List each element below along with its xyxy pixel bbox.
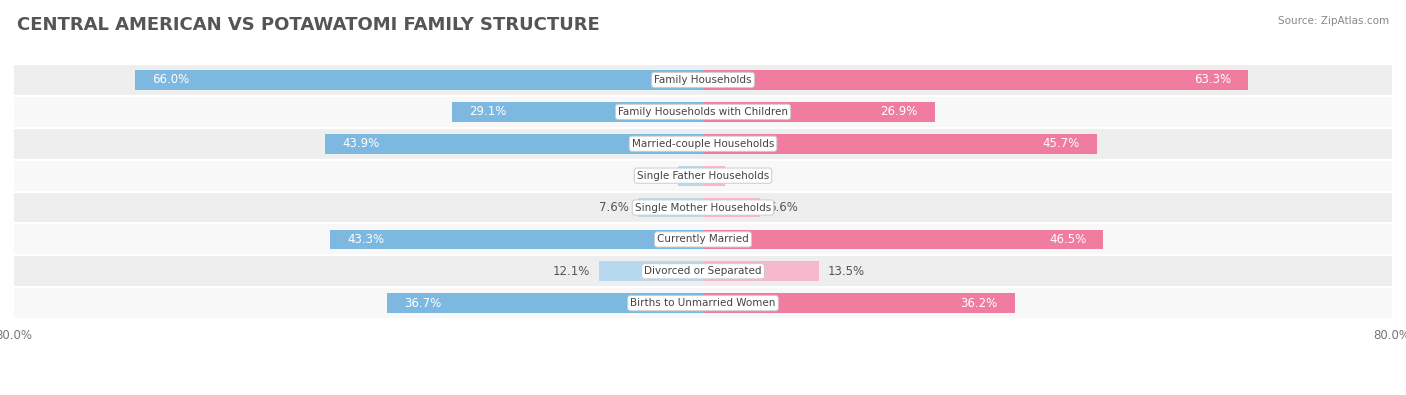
Bar — [637, 198, 703, 217]
Text: 13.5%: 13.5% — [828, 265, 865, 278]
Text: Births to Unmarried Women: Births to Unmarried Women — [630, 298, 776, 308]
Bar — [387, 293, 703, 313]
Bar — [135, 70, 703, 90]
Text: CENTRAL AMERICAN VS POTAWATOMI FAMILY STRUCTURE: CENTRAL AMERICAN VS POTAWATOMI FAMILY ST… — [17, 16, 599, 34]
Bar — [703, 198, 759, 217]
Bar — [14, 224, 1392, 255]
Bar — [14, 128, 1392, 160]
Text: 26.9%: 26.9% — [880, 105, 918, 118]
Text: 46.5%: 46.5% — [1049, 233, 1087, 246]
Bar — [14, 64, 1392, 96]
Text: 36.2%: 36.2% — [960, 297, 997, 310]
Text: 2.5%: 2.5% — [733, 169, 763, 182]
Bar — [14, 160, 1392, 192]
Text: Single Father Households: Single Father Households — [637, 171, 769, 181]
Bar — [703, 70, 1249, 90]
Text: 43.3%: 43.3% — [347, 233, 384, 246]
Text: 66.0%: 66.0% — [152, 73, 188, 87]
Bar — [678, 166, 703, 186]
Bar — [703, 229, 1104, 249]
Bar — [14, 255, 1392, 287]
Text: Family Households with Children: Family Households with Children — [619, 107, 787, 117]
Text: 36.7%: 36.7% — [404, 297, 441, 310]
Bar — [14, 287, 1392, 319]
Text: 7.6%: 7.6% — [599, 201, 628, 214]
Text: 43.9%: 43.9% — [342, 137, 380, 150]
Text: Source: ZipAtlas.com: Source: ZipAtlas.com — [1278, 16, 1389, 26]
Bar — [14, 192, 1392, 224]
Text: Single Mother Households: Single Mother Households — [636, 203, 770, 213]
Bar — [703, 134, 1097, 154]
Bar — [703, 166, 724, 186]
Bar — [325, 134, 703, 154]
Bar — [330, 229, 703, 249]
Text: 45.7%: 45.7% — [1042, 137, 1080, 150]
Bar — [14, 96, 1392, 128]
Bar — [703, 261, 820, 281]
Text: 6.6%: 6.6% — [769, 201, 799, 214]
Bar — [453, 102, 703, 122]
Text: 29.1%: 29.1% — [470, 105, 508, 118]
Text: 2.9%: 2.9% — [640, 169, 669, 182]
Bar — [703, 102, 935, 122]
Text: Currently Married: Currently Married — [657, 234, 749, 245]
Bar — [599, 261, 703, 281]
Text: Divorced or Separated: Divorced or Separated — [644, 266, 762, 276]
Text: Married-couple Households: Married-couple Households — [631, 139, 775, 149]
Text: 12.1%: 12.1% — [553, 265, 591, 278]
Text: 63.3%: 63.3% — [1194, 73, 1230, 87]
Bar — [703, 293, 1015, 313]
Text: Family Households: Family Households — [654, 75, 752, 85]
